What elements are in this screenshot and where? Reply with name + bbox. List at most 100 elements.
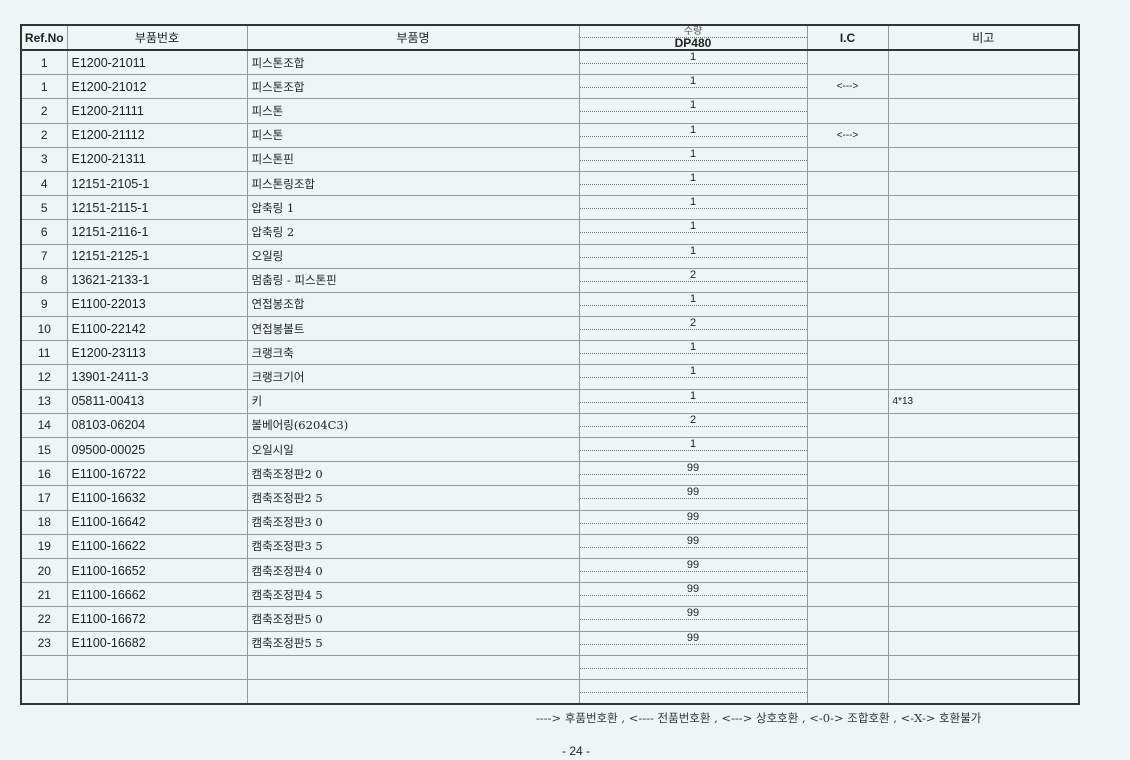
table-row: 6 12151-2116-1 압축링 2 1 — [21, 219, 1080, 245]
header-ref: Ref.No — [21, 25, 68, 51]
ic-cell — [807, 244, 889, 269]
qty-cell: 1 — [579, 195, 808, 221]
ref-cell: 17 — [21, 485, 68, 511]
part-no-cell: E1200-21311 — [67, 147, 248, 172]
table-row: 2 E1200-21111 피스톤 1 — [21, 98, 1080, 124]
qty-cell: 1 — [579, 50, 808, 76]
ref-cell: 14 — [21, 413, 68, 439]
qty-cell: 1 — [579, 389, 808, 414]
table-row: 4 12151-2105-1 피스톤링조합 1 — [21, 171, 1080, 197]
qty-cell: 99 — [579, 510, 808, 535]
qty-cell: 1 — [579, 437, 808, 463]
table-row: 20 E1100-16652 캠축조정판4 0 99 — [21, 558, 1080, 584]
remarks-cell — [888, 679, 1080, 705]
qty-value: 1 — [689, 244, 697, 257]
part-no-cell: E1100-16652 — [67, 558, 248, 584]
part-name-cell: 피스톤조합 — [247, 50, 580, 76]
qty-cell: 2 — [579, 268, 808, 293]
table-row: 5 12151-2115-1 압축링 1 1 — [21, 195, 1080, 221]
remarks-cell — [888, 74, 1080, 100]
ic-cell — [807, 268, 889, 293]
part-name-cell: 피스톤 — [247, 98, 580, 124]
ref-cell: 4 — [21, 171, 68, 197]
part-no-cell: E1100-16662 — [67, 582, 248, 608]
ic-cell — [807, 195, 889, 221]
remarks-cell — [888, 437, 1080, 463]
qty-cell: 1 — [579, 364, 808, 390]
remarks-cell — [888, 147, 1080, 172]
part-no-cell: E1100-22013 — [67, 292, 248, 318]
header-qty-model: DP480 — [674, 35, 712, 50]
table-row: 15 09500-00025 오일시일 1 — [21, 437, 1080, 463]
table-row: 11 E1200-23113 크랭크축 1 — [21, 340, 1080, 366]
ic-cell — [807, 655, 889, 680]
table-row: 12 13901-2411-3 크랭크기어 1 — [21, 364, 1080, 390]
table-row: 10 E1100-22142 연접봉볼트 2 — [21, 316, 1080, 342]
qty-cell: 1 — [579, 74, 808, 100]
remarks-cell — [888, 195, 1080, 221]
part-no-cell: 08103-06204 — [67, 413, 248, 439]
qty-value: 1 — [689, 147, 697, 160]
remarks-cell — [888, 98, 1080, 124]
remarks-cell — [888, 413, 1080, 439]
table-row: 14 08103-06204 볼베어링(6204C3) 2 — [21, 413, 1080, 439]
table-row: 23 E1100-16682 캠축조정판5 5 99 — [21, 631, 1080, 656]
table-row: 1 E1200-21012 피스톤조합 1 <---> — [21, 74, 1080, 100]
part-name-cell: 피스톤핀 — [247, 147, 580, 172]
ref-cell — [21, 655, 68, 680]
part-name-cell: 멈춤링 - 피스톤핀 — [247, 268, 580, 293]
part-no-cell: 12151-2105-1 — [67, 171, 248, 197]
part-name-cell: 피스톤조합 — [247, 74, 580, 100]
header-qty-label: 수량 — [683, 25, 703, 37]
qty-value: 1 — [689, 389, 697, 402]
ic-cell — [807, 316, 889, 342]
remarks-cell — [888, 655, 1080, 680]
qty-cell: 1 — [579, 219, 808, 245]
part-name-cell: 키 — [247, 389, 580, 414]
ic-cell — [807, 171, 889, 197]
part-name-cell: 연접봉볼트 — [247, 316, 580, 342]
qty-cell: 99 — [579, 631, 808, 656]
header-qty: 수량 DP480 — [579, 25, 808, 51]
ref-cell — [21, 679, 68, 705]
part-no-cell: E1100-22142 — [67, 316, 248, 342]
table-row: 8 13621-2133-1 멈춤링 - 피스톤핀 2 — [21, 268, 1080, 293]
part-no-cell — [67, 655, 248, 680]
ic-cell — [807, 679, 889, 705]
qty-value: 99 — [686, 486, 700, 499]
ref-cell: 13 — [21, 389, 68, 414]
ic-cell — [807, 389, 889, 414]
ic-cell — [807, 292, 889, 318]
part-name-cell: 캠축조정판4 5 — [247, 582, 580, 608]
qty-cell: 1 — [579, 98, 808, 124]
page-number: - 24 - — [562, 744, 591, 758]
qty-value: 1 — [689, 171, 697, 184]
ic-cell — [807, 485, 889, 511]
ic-cell — [807, 437, 889, 463]
ref-cell: 10 — [21, 316, 68, 342]
part-no-cell: E1200-21112 — [67, 123, 248, 148]
ref-cell: 20 — [21, 558, 68, 584]
ic-cell: <---> — [807, 123, 889, 148]
ref-cell: 9 — [21, 292, 68, 318]
ref-cell: 15 — [21, 437, 68, 463]
part-name-cell: 피스톤 — [247, 123, 580, 148]
ic-cell — [807, 534, 889, 559]
ref-cell: 1 — [21, 50, 68, 76]
qty-value: 99 — [686, 534, 700, 547]
qty-cell: 99 — [579, 485, 808, 511]
part-name-cell: 캠축조정판4 0 — [247, 558, 580, 584]
qty-value: 2 — [689, 413, 697, 426]
part-no-cell: E1200-21012 — [67, 74, 248, 100]
ref-cell: 22 — [21, 606, 68, 632]
header-row: Ref.No 부품번호 부품명 수량 DP480 I.C 비고 — [21, 25, 1080, 51]
qty-cell: 99 — [579, 461, 808, 487]
qty-cell — [579, 655, 808, 680]
table-row: 21 E1100-16662 캠축조정판4 5 99 — [21, 582, 1080, 608]
table-row: 17 E1100-16632 캠축조정판2 5 99 — [21, 485, 1080, 511]
qty-value: 2 — [689, 317, 697, 330]
ref-cell: 7 — [21, 244, 68, 269]
ref-cell: 1 — [21, 74, 68, 100]
remarks-cell — [888, 171, 1080, 197]
parts-table: Ref.No 부품번호 부품명 수량 DP480 I.C 비고 1 E1200-2… — [20, 24, 1080, 706]
